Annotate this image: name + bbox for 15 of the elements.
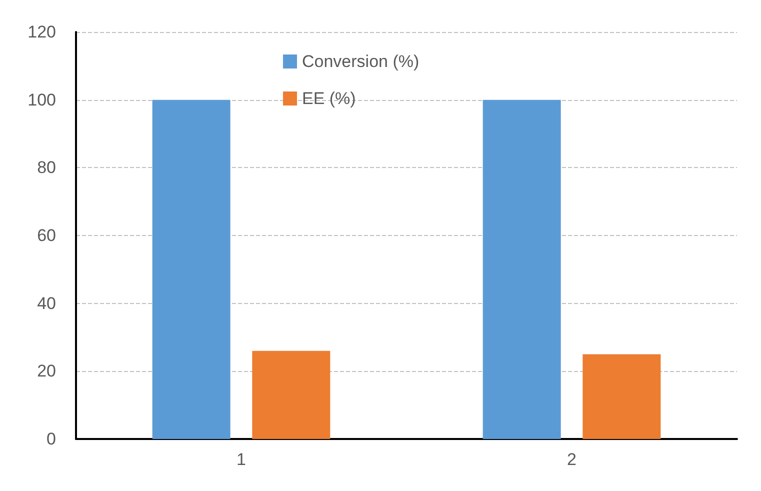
bar — [252, 350, 330, 439]
legend-label: EE (%) — [302, 89, 356, 108]
legend-label: Conversion (%) — [302, 52, 420, 71]
bar — [152, 100, 230, 439]
y-tick-label: 80 — [37, 158, 56, 178]
y-tick-label: 60 — [37, 226, 56, 245]
bar — [582, 354, 661, 439]
y-tick-label: 100 — [28, 90, 56, 110]
y-tick-label: 0 — [46, 430, 56, 448]
y-tick-label: 120 — [28, 22, 56, 42]
y-tick-label: 40 — [37, 294, 56, 313]
x-tick-label: 2 — [567, 450, 576, 469]
x-tick-label: 1 — [236, 450, 246, 469]
bar — [482, 100, 561, 439]
y-tick-label: 20 — [37, 362, 56, 381]
